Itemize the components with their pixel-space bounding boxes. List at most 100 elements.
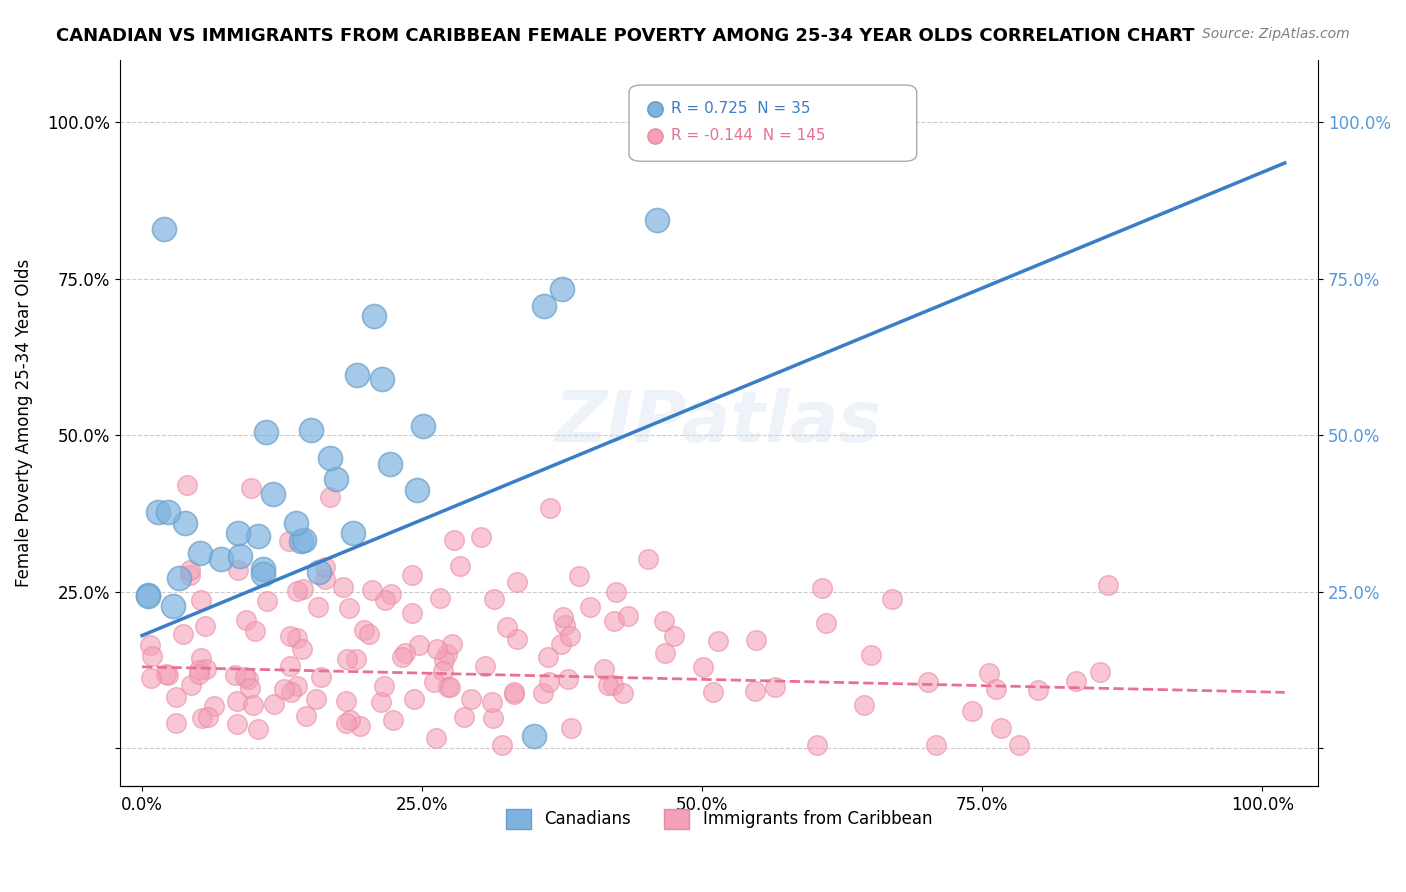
Point — [437, 680, 460, 694]
Point — [325, 472, 347, 486]
Point — [744, 683, 766, 698]
Point — [141, 648, 163, 663]
Point — [252, 562, 274, 576]
Point — [612, 686, 634, 700]
Point — [406, 483, 429, 497]
Point — [194, 662, 217, 676]
Point — [637, 552, 659, 566]
Point — [136, 589, 159, 603]
Point — [304, 692, 326, 706]
Point — [662, 629, 685, 643]
Point — [335, 715, 357, 730]
Point — [307, 599, 329, 614]
Point — [558, 629, 581, 643]
Point — [550, 637, 572, 651]
Point — [235, 669, 257, 683]
Point — [226, 716, 249, 731]
Point — [285, 583, 308, 598]
Point — [247, 722, 270, 736]
Point — [553, 610, 575, 624]
Point — [533, 299, 555, 313]
Point — [165, 715, 187, 730]
Point — [860, 648, 883, 662]
Point — [319, 490, 342, 504]
Point — [1088, 665, 1111, 680]
Point — [645, 213, 668, 227]
Point — [194, 619, 217, 633]
Point — [605, 585, 627, 599]
Point — [235, 613, 257, 627]
Point — [226, 694, 249, 708]
Point — [180, 678, 202, 692]
Y-axis label: Female Poverty Among 25-34 Year Olds: Female Poverty Among 25-34 Year Olds — [15, 259, 32, 587]
Point — [342, 525, 364, 540]
Point — [179, 563, 201, 577]
Point — [139, 638, 162, 652]
Point — [370, 695, 392, 709]
Point — [702, 685, 724, 699]
Point — [557, 672, 579, 686]
Point — [603, 614, 626, 628]
Point — [531, 686, 554, 700]
Point — [481, 695, 503, 709]
Point — [273, 681, 295, 696]
Text: Source: ZipAtlas.com: Source: ZipAtlas.com — [1202, 27, 1350, 41]
Point — [339, 714, 361, 728]
Point — [226, 525, 249, 540]
Point — [314, 560, 336, 574]
Point — [568, 569, 591, 583]
Point — [506, 632, 529, 646]
Point — [209, 551, 232, 566]
Text: ZIPatlas: ZIPatlas — [555, 388, 883, 458]
Point — [380, 587, 402, 601]
Point — [172, 627, 194, 641]
Point — [256, 593, 278, 607]
Point — [179, 567, 201, 582]
Point — [173, 516, 195, 531]
Point — [240, 481, 263, 495]
Point — [378, 458, 401, 472]
Legend: Canadians, Immigrants from Caribbean: Canadians, Immigrants from Caribbean — [499, 802, 939, 836]
Point — [592, 662, 614, 676]
Point — [226, 563, 249, 577]
Point — [579, 600, 602, 615]
Point — [925, 738, 948, 752]
Point — [426, 641, 449, 656]
Point — [1064, 673, 1087, 688]
Point — [280, 629, 302, 643]
Point — [984, 681, 1007, 696]
Point — [401, 567, 423, 582]
Point — [187, 663, 209, 677]
Point — [482, 711, 505, 725]
Point — [382, 713, 405, 727]
Point — [1008, 738, 1031, 752]
Point — [139, 672, 162, 686]
Point — [441, 637, 464, 651]
Point — [474, 659, 496, 673]
Point — [482, 592, 505, 607]
Point — [319, 450, 342, 465]
Point — [425, 731, 447, 746]
Point — [806, 738, 828, 752]
Point — [146, 505, 169, 519]
Text: CANADIAN VS IMMIGRANTS FROM CARIBBEAN FEMALE POVERTY AMONG 25-34 YEAR OLDS CORRE: CANADIAN VS IMMIGRANTS FROM CARIBBEAN FE… — [56, 27, 1195, 45]
Point — [280, 685, 302, 699]
Point — [917, 674, 939, 689]
Point — [374, 593, 396, 607]
Point — [278, 533, 301, 548]
Point — [495, 620, 517, 634]
Point — [190, 592, 212, 607]
Point — [443, 533, 465, 548]
Point — [1097, 577, 1119, 591]
Point — [346, 368, 368, 382]
Point — [432, 665, 454, 679]
Point — [491, 738, 513, 752]
Point — [299, 423, 322, 437]
Point — [242, 698, 264, 712]
Point — [506, 574, 529, 589]
Point — [285, 679, 308, 693]
Point — [332, 580, 354, 594]
Point — [254, 425, 277, 440]
Point — [337, 601, 360, 615]
Point — [360, 582, 382, 597]
